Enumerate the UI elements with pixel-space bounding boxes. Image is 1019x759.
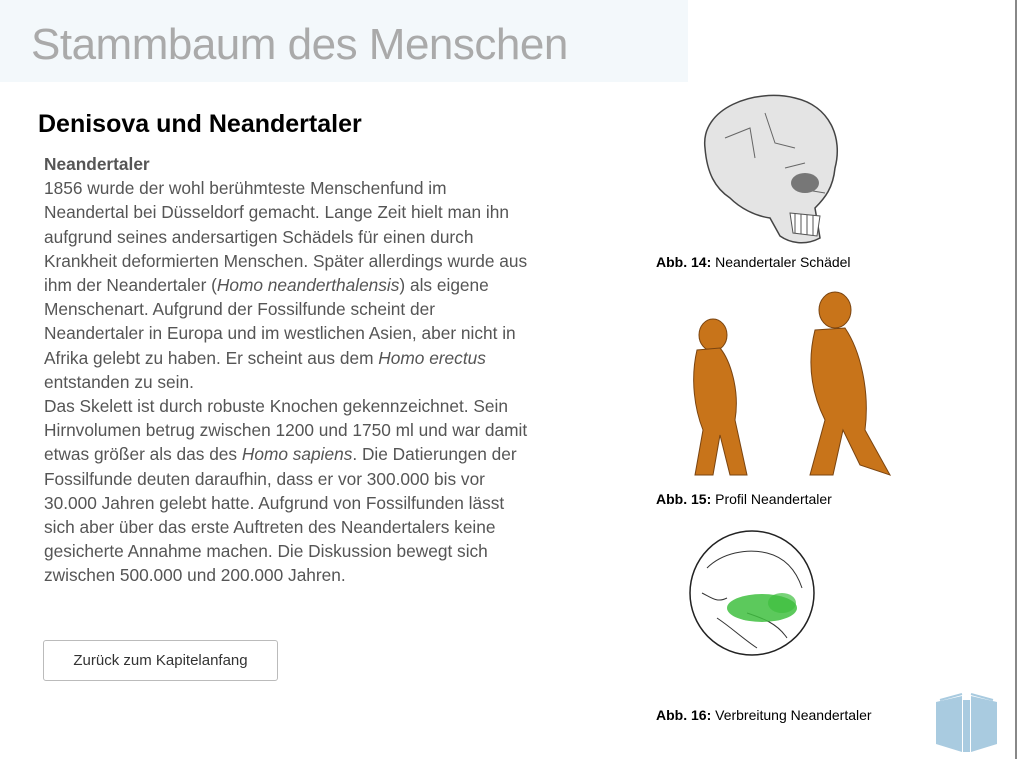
text-segment: Krankheit deformierten Menschen. Später … bbox=[44, 250, 528, 271]
back-to-chapter-button[interactable]: Zurück zum Kapitelanfang bbox=[43, 640, 278, 681]
figure-caption: Verbreitung Neandertaler bbox=[715, 707, 872, 723]
figure-15-caption: Abb. 15: Profil Neandertaler bbox=[656, 491, 832, 507]
species-name: Homo sapiens bbox=[241, 444, 353, 465]
header: Stammbaum des Menschen bbox=[0, 0, 688, 82]
article-line: 30.000 Jahren gelebt hatte. Aufgrund von… bbox=[44, 491, 624, 515]
article-line: Hirnvolumen betrug zwischen 1200 und 175… bbox=[44, 418, 624, 442]
species-name: Homo neanderthalensis bbox=[216, 275, 400, 296]
neanderthal-skull-image bbox=[704, 94, 839, 244]
text-segment: . Die Datierungen der bbox=[352, 444, 517, 465]
text-segment: entstanden zu sein. bbox=[44, 371, 194, 392]
page-title: Stammbaum des Menschen bbox=[31, 20, 568, 69]
article-line: Menschenart. Aufgrund der Fossilfunde sc… bbox=[44, 297, 624, 321]
article-line: Krankheit deformierten Menschen. Später … bbox=[44, 249, 624, 273]
neanderthal-profile-image bbox=[693, 291, 892, 476]
article-line: Fossilfunde deuten daraufhin, dass er vo… bbox=[44, 467, 624, 491]
text-segment: gesicherte Annahme machen. Die Diskussio… bbox=[44, 541, 488, 562]
article-line: zwischen 500.000 und 200.000 Jahren. bbox=[44, 563, 624, 587]
figure-caption: Neandertaler Schädel bbox=[715, 254, 851, 270]
figure-16-caption: Abb. 16: Verbreitung Neandertaler bbox=[656, 707, 872, 723]
text-segment: Neandertal bei Düsseldorf gemacht. Lange… bbox=[44, 202, 509, 223]
figure-label: Abb. 15: bbox=[656, 491, 712, 507]
figure-label: Abb. 16: bbox=[656, 707, 712, 723]
text-segment: aufgrund seines andersartigen Schädels f… bbox=[44, 226, 474, 247]
text-segment: Hirnvolumen betrug zwischen 1200 und 175… bbox=[44, 420, 528, 441]
text-segment: Neandertaler in Europa und im westlichen… bbox=[44, 323, 516, 344]
article-line: Neandertaler in Europa und im westlichen… bbox=[44, 321, 624, 345]
text-segment: zwischen 500.000 und 200.000 Jahren. bbox=[44, 565, 346, 586]
window-border bbox=[1015, 0, 1017, 759]
text-segment: 30.000 Jahren gelebt hatte. Aufgrund von… bbox=[44, 492, 505, 513]
text-segment: Menschenart. Aufgrund der Fossilfunde sc… bbox=[44, 299, 435, 320]
text-segment: etwas größer als das des bbox=[44, 444, 242, 465]
article-line: entstanden zu sein. bbox=[44, 370, 624, 394]
section-title: Denisova und Neandertaler bbox=[38, 110, 362, 138]
book-icon[interactable] bbox=[934, 692, 999, 752]
figure-14-caption: Abb. 14: Neandertaler Schädel bbox=[656, 254, 851, 270]
article-line: Afrika gelebt zu haben. Er scheint aus d… bbox=[44, 346, 624, 370]
article-line: Neandertal bei Düsseldorf gemacht. Lange… bbox=[44, 200, 624, 224]
species-name: Homo erectus bbox=[378, 347, 486, 368]
article-line: ihm der Neandertaler (Homo neanderthalen… bbox=[44, 273, 624, 297]
text-segment: Afrika gelebt zu haben. Er scheint aus d… bbox=[44, 347, 379, 368]
neanderthal-range-globe bbox=[689, 530, 815, 656]
article-text: Neandertaler 1856 wurde der wohl berühmt… bbox=[44, 152, 624, 588]
text-segment: Das Skelett ist durch robuste Knochen ge… bbox=[44, 396, 508, 417]
text-segment: 1856 wurde der wohl berühmteste Menschen… bbox=[44, 178, 447, 199]
text-segment: Fossilfunde deuten daraufhin, dass er vo… bbox=[44, 468, 485, 489]
figure-caption: Profil Neandertaler bbox=[715, 491, 832, 507]
text-segment: sich aber über das erste Auftreten des N… bbox=[44, 517, 496, 538]
article-subtitle: Neandertaler bbox=[44, 154, 150, 174]
article-line: Das Skelett ist durch robuste Knochen ge… bbox=[44, 394, 624, 418]
text-segment: ) als eigene bbox=[399, 275, 489, 296]
figure-label: Abb. 14: bbox=[656, 254, 712, 270]
article-line: sich aber über das erste Auftreten des N… bbox=[44, 515, 624, 539]
article-body: 1856 wurde der wohl berühmteste Menschen… bbox=[44, 176, 624, 587]
article-line: 1856 wurde der wohl berühmteste Menschen… bbox=[44, 176, 624, 200]
article-line: gesicherte Annahme machen. Die Diskussio… bbox=[44, 539, 624, 563]
text-segment: ihm der Neandertaler ( bbox=[44, 275, 217, 296]
article-line: aufgrund seines andersartigen Schädels f… bbox=[44, 225, 624, 249]
article-line: etwas größer als das des Homo sapiens. D… bbox=[44, 442, 624, 466]
